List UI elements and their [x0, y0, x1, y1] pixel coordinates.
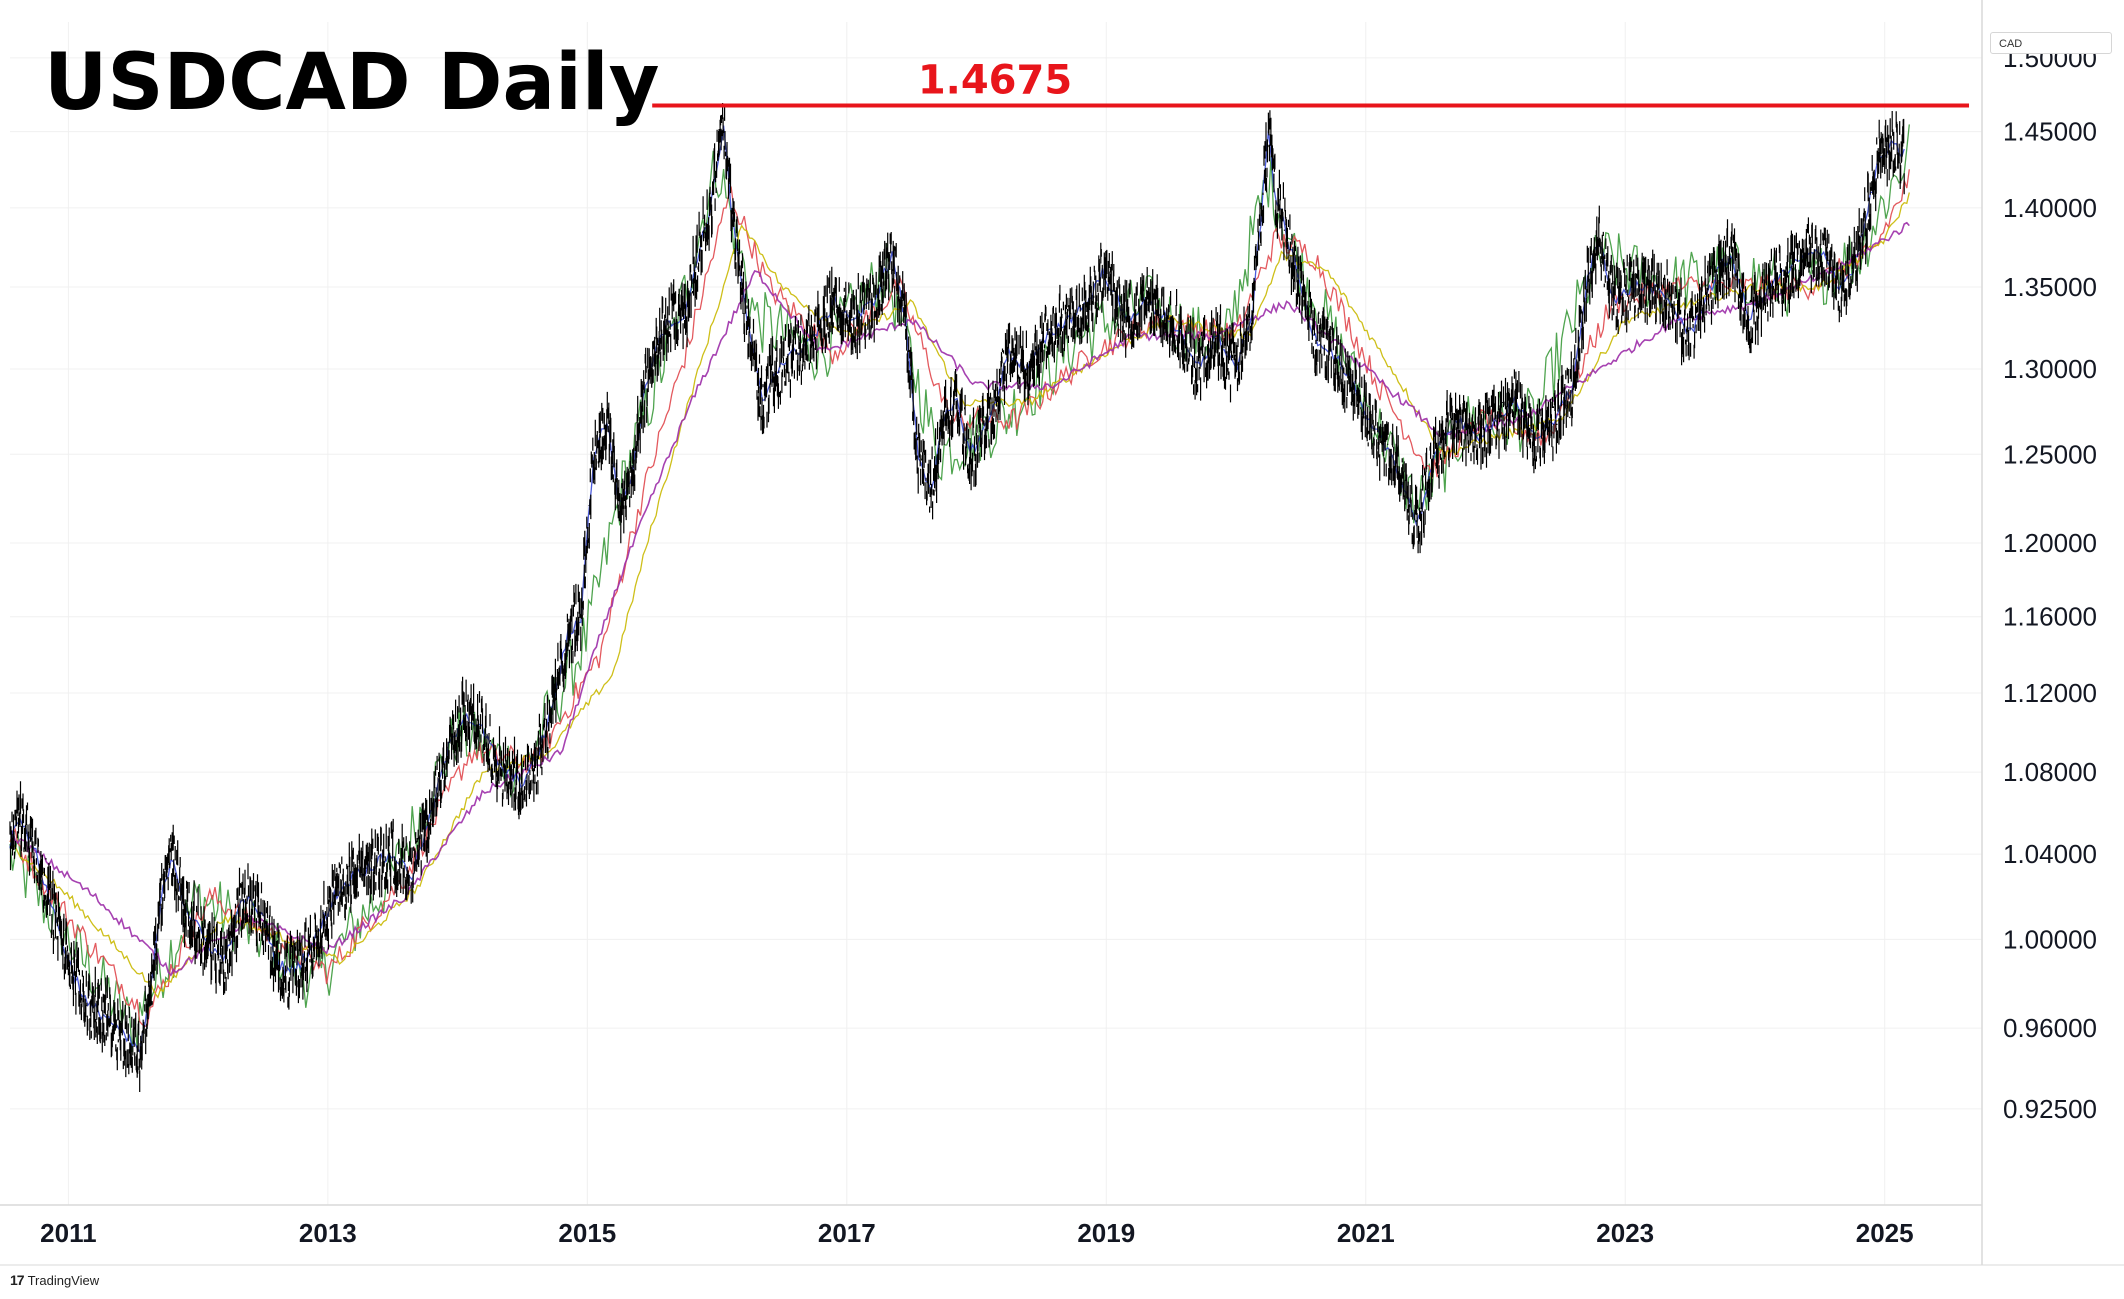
grid — [10, 22, 1982, 1205]
series-layer — [9, 103, 1910, 1092]
y-tick-label: 1.35000 — [2003, 272, 2097, 302]
x-tick-label: 2015 — [558, 1218, 616, 1248]
series-ma_purple — [9, 221, 1910, 977]
y-tick-label: 1.00000 — [2003, 924, 2097, 954]
x-tick-label: 2011 — [40, 1218, 96, 1248]
resistance-label: 1.4675 — [918, 58, 1072, 104]
series-ma_yellow — [9, 192, 1910, 999]
series-ma-blue — [9, 125, 1905, 1054]
x-tick-label: 2021 — [1337, 1218, 1395, 1248]
y-tick-label: 1.16000 — [2003, 602, 2097, 632]
x-tick-label: 2017 — [818, 1218, 876, 1248]
axis-layer: 1.500001.450001.400001.350001.300001.250… — [0, 0, 2124, 1266]
y-tick-label: 1.30000 — [2003, 354, 2097, 384]
overlay-layer: 1.4675 — [652, 58, 1970, 108]
y-tick-label: 1.40000 — [2003, 193, 2097, 223]
y-tick-label: 1.08000 — [2003, 757, 2097, 787]
chart-title: USDCAD Daily — [44, 38, 660, 128]
tradingview-logo-text: TradingView — [27, 1272, 100, 1288]
x-tick-label: 2025 — [1856, 1218, 1914, 1248]
x-tick-label: 2023 — [1596, 1218, 1654, 1248]
y-tick-label: 0.92500 — [2003, 1094, 2097, 1124]
currency-selector[interactable]: CAD — [1990, 32, 2112, 54]
series-ma_red — [9, 169, 1910, 1028]
tradingview-logo-icon: 17 — [10, 1272, 25, 1288]
x-tick-label: 2013 — [299, 1218, 357, 1248]
y-tick-label: 0.96000 — [2003, 1013, 2097, 1043]
x-tick-label: 2019 — [1077, 1218, 1135, 1248]
y-tick-label: 1.04000 — [2003, 839, 2097, 869]
y-tick-label: 1.25000 — [2003, 439, 2097, 469]
y-tick-label: 1.20000 — [2003, 528, 2097, 558]
tradingview-logo: 17 TradingView — [10, 1272, 99, 1288]
y-tick-label: 1.45000 — [2003, 117, 2097, 147]
y-tick-label: 1.12000 — [2003, 678, 2097, 708]
series-price — [9, 103, 1905, 1092]
